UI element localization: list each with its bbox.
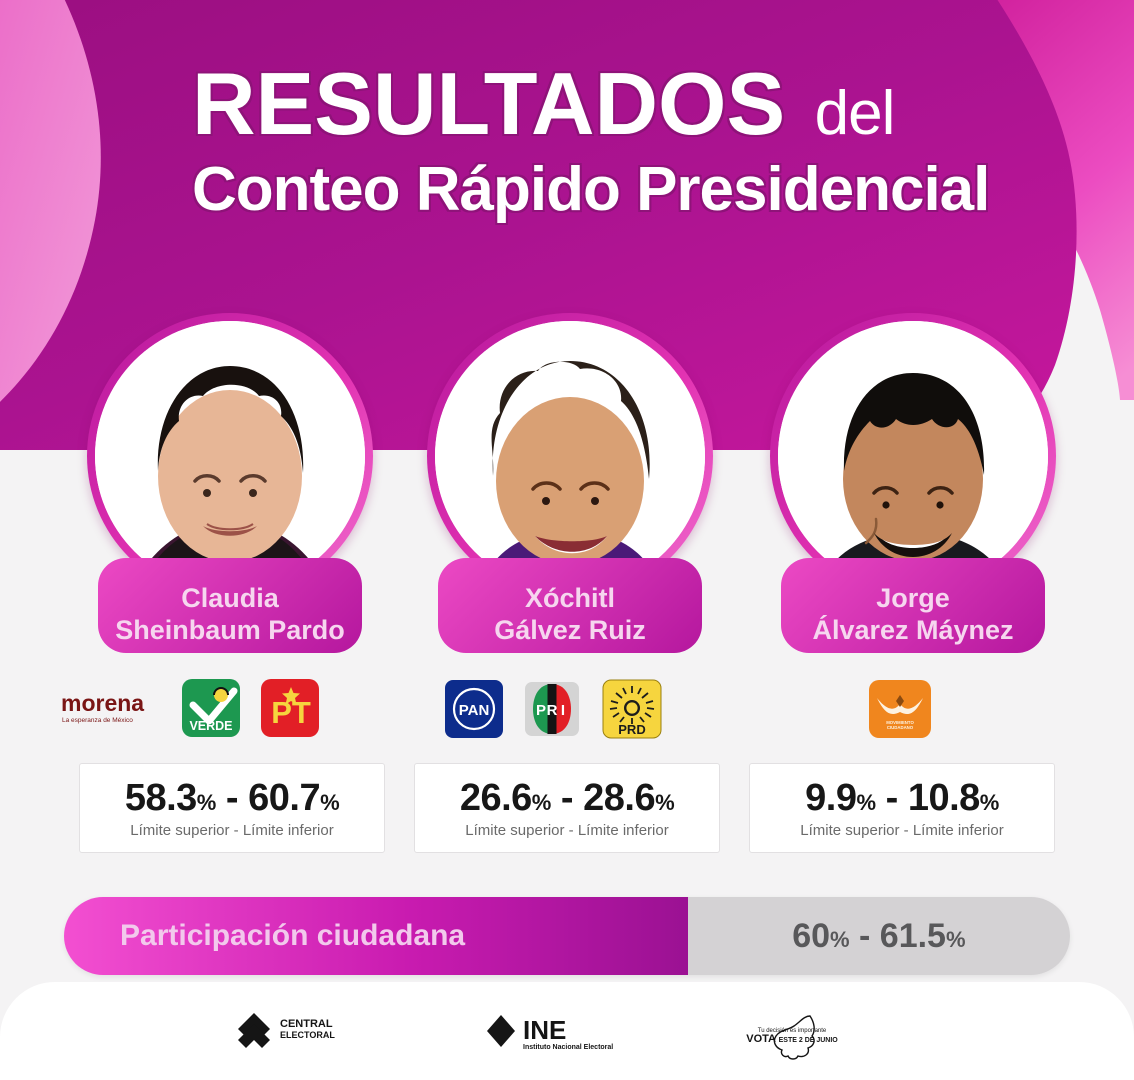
svg-text:R: R — [547, 702, 558, 719]
svg-text:PAN: PAN — [459, 702, 490, 719]
svg-text:morena: morena — [61, 690, 144, 716]
svg-text:P: P — [536, 702, 546, 719]
svg-text:VOTA ESTE 2 DE JUNIO: VOTA ESTE 2 DE JUNIO — [746, 1033, 838, 1045]
svg-text:ELECTORAL: ELECTORAL — [280, 1030, 335, 1040]
svg-text:La esperanza de México: La esperanza de México — [62, 717, 133, 724]
svg-text:Instituto Nacional Electoral: Instituto Nacional Electoral — [523, 1044, 613, 1051]
svg-text:I: I — [561, 702, 565, 719]
svg-text:INE: INE — [523, 1015, 566, 1045]
svg-text:CIUDADANO: CIUDADANO — [887, 725, 914, 730]
svg-text:CENTRAL: CENTRAL — [280, 1018, 333, 1030]
svg-text:PRD: PRD — [618, 722, 645, 737]
svg-text:VERDE: VERDE — [189, 719, 232, 733]
